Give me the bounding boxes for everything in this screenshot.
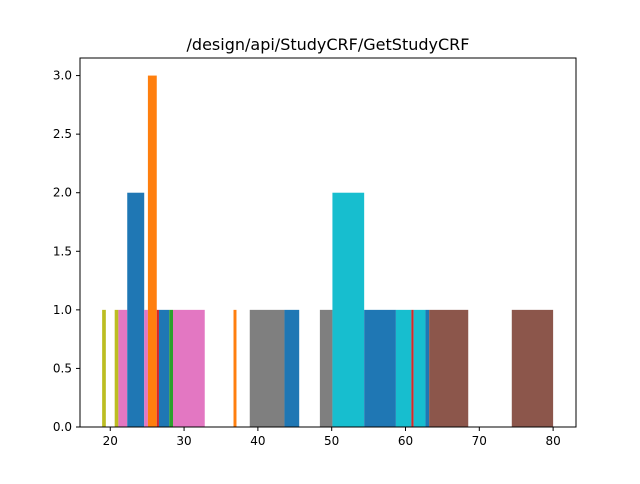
y-tick-label: 0.0	[53, 420, 72, 434]
bar-19	[425, 309, 430, 427]
bar-2	[118, 309, 128, 427]
bar-7	[158, 309, 170, 427]
bar-15	[364, 309, 396, 427]
bar-20	[429, 309, 469, 427]
x-tick-label: 40	[250, 434, 265, 448]
bar-17	[411, 309, 414, 427]
y-tick-label: 1.5	[53, 244, 72, 258]
bar-13	[319, 309, 333, 427]
y-tick-label: 2.0	[53, 186, 72, 200]
x-tick-label: 50	[324, 434, 339, 448]
y-tick-label: 2.5	[53, 127, 72, 141]
bar-18	[413, 309, 426, 427]
bar-8	[169, 309, 173, 427]
y-tick-label: 3.0	[53, 69, 72, 83]
axes-layer: 20 30 40 50 60 70 80 0.0 0.5 1.0 1.5 2.0 2.5 3.0	[53, 57, 577, 448]
bar-10	[233, 309, 237, 427]
bar-6	[156, 309, 159, 427]
x-tick-label: 30	[176, 434, 191, 448]
x-tick-label: 20	[103, 434, 118, 448]
bar-9	[173, 309, 205, 427]
bar-0	[102, 309, 106, 427]
bar-5	[147, 75, 157, 427]
x-tick-label: 80	[545, 434, 560, 448]
x-tick-label: 60	[398, 434, 413, 448]
bar-4	[144, 309, 148, 427]
bar-21	[511, 309, 554, 427]
bar-11	[249, 309, 285, 427]
bar-1	[114, 309, 119, 427]
y-tick-label: 1.0	[53, 303, 72, 317]
bar-16	[395, 309, 412, 427]
y-tick-label: 0.5	[53, 361, 72, 375]
bar-12	[284, 309, 300, 427]
bars-layer	[102, 75, 554, 427]
bar-14	[332, 192, 365, 427]
bar-3	[127, 192, 145, 427]
x-tick-label: 70	[472, 434, 487, 448]
chart-title: /design/api/StudyCRF/GetStudyCRF	[187, 35, 470, 54]
plot-frame	[79, 57, 577, 428]
